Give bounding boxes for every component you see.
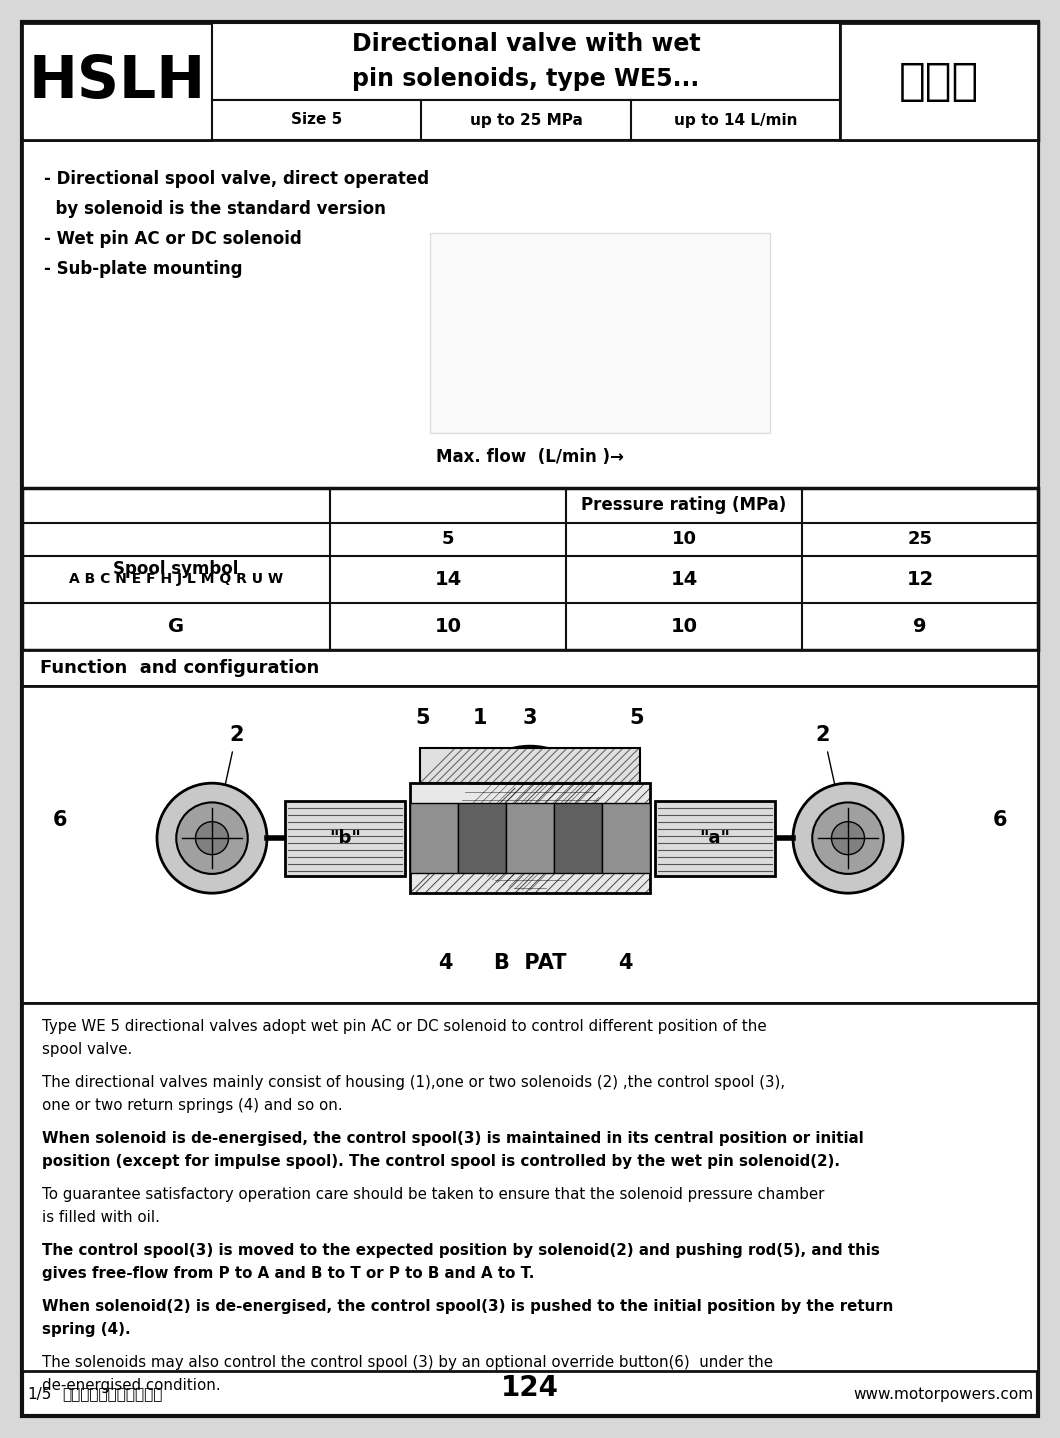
Bar [22, 23, 1038, 139]
Text: "b": "b" [329, 830, 361, 847]
Bar [410, 804, 458, 873]
Text: To guarantee satisfactory operation care should be taken to ensure that the sole: To guarantee satisfactory operation care… [42, 1186, 825, 1202]
Text: 9: 9 [914, 617, 926, 636]
Text: Pressure rating (MPa): Pressure rating (MPa) [581, 496, 787, 515]
Text: 2: 2 [230, 725, 244, 745]
Text: Function  and configuration: Function and configuration [40, 659, 319, 677]
Text: 14: 14 [670, 569, 697, 590]
Circle shape [831, 821, 865, 854]
Text: When solenoid(2) is de-energised, the control spool(3) is pushed to the initial : When solenoid(2) is de-energised, the co… [42, 1299, 894, 1314]
Text: Directional valve with wet
pin solenoids, type WE5...: Directional valve with wet pin solenoids… [352, 32, 701, 91]
Circle shape [195, 821, 229, 854]
Circle shape [793, 784, 903, 893]
Text: The solenoids may also control the control spool (3) by an optional override but: The solenoids may also control the contr… [42, 1355, 773, 1370]
Text: Max. flow  (L/min )→: Max. flow (L/min )→ [436, 449, 624, 466]
Bar [285, 801, 405, 876]
Text: 1/5: 1/5 [26, 1388, 51, 1402]
Bar [212, 101, 840, 139]
Text: 6: 6 [53, 810, 67, 830]
Bar [22, 487, 1038, 650]
Text: gives free-flow from P to A and B to T or P to B and A to T.: gives free-flow from P to A and B to T o… [42, 1265, 534, 1281]
Bar [410, 784, 650, 893]
Text: up to 25 MPa: up to 25 MPa [470, 112, 582, 128]
Bar [602, 804, 650, 873]
Bar [554, 804, 602, 873]
Circle shape [176, 802, 248, 874]
Bar [22, 139, 1038, 487]
Text: spring (4).: spring (4). [42, 1322, 130, 1337]
Text: 10: 10 [435, 617, 461, 636]
Text: 124: 124 [501, 1373, 559, 1402]
Text: 5: 5 [442, 531, 455, 548]
Text: 12: 12 [906, 569, 934, 590]
Text: 5: 5 [416, 707, 430, 728]
Text: by solenoid is the standard version: by solenoid is the standard version [45, 200, 386, 219]
Bar [655, 801, 775, 876]
Text: up to 14 L/min: up to 14 L/min [673, 112, 797, 128]
Bar [430, 233, 770, 433]
Text: - Wet pin AC or DC solenoid: - Wet pin AC or DC solenoid [45, 230, 302, 247]
Circle shape [458, 746, 602, 890]
Text: B  PAT: B PAT [494, 953, 566, 974]
Text: position (except for impulse spool). The control spool is controlled by the wet : position (except for impulse spool). The… [42, 1155, 840, 1169]
Circle shape [812, 802, 884, 874]
Text: HSLH: HSLH [29, 53, 206, 109]
Bar [840, 23, 1038, 139]
Text: 14: 14 [435, 569, 461, 590]
Text: spool valve.: spool valve. [42, 1043, 132, 1057]
Text: is filled with oil.: is filled with oil. [42, 1209, 160, 1225]
Text: 5: 5 [630, 707, 644, 728]
Text: The control spool(3) is moved to the expected position by solenoid(2) and pushin: The control spool(3) is moved to the exp… [42, 1242, 880, 1258]
Text: 6: 6 [993, 810, 1007, 830]
Bar [22, 1002, 1038, 1370]
Bar [420, 748, 640, 784]
Text: - Sub-plate mounting: - Sub-plate mounting [45, 260, 243, 278]
Text: 4: 4 [618, 953, 632, 974]
Text: - Directional spool valve, direct operated: - Directional spool valve, direct operat… [45, 170, 429, 188]
Text: de-energised condition.: de-energised condition. [42, 1378, 220, 1393]
Bar [506, 804, 554, 873]
Text: 25: 25 [907, 531, 933, 548]
Text: 宁波海士乐液压有限公司: 宁波海士乐液压有限公司 [61, 1388, 162, 1402]
Text: A B C N E F H J L M Q R U W: A B C N E F H J L M Q R U W [69, 572, 283, 587]
Text: 海士乐: 海士乐 [899, 60, 979, 104]
Text: G: G [167, 617, 184, 636]
Bar [22, 686, 1038, 1002]
Text: 10: 10 [671, 531, 696, 548]
Text: 10: 10 [671, 617, 697, 636]
Bar [22, 23, 212, 139]
Text: 2: 2 [816, 725, 830, 745]
Text: 4: 4 [438, 953, 453, 974]
Text: Spool symbol: Spool symbol [113, 559, 238, 578]
Text: Size 5: Size 5 [292, 112, 342, 128]
Text: The directional valves mainly consist of housing (1),one or two solenoids (2) ,t: The directional valves mainly consist of… [42, 1076, 785, 1090]
Text: www.motorpowers.com: www.motorpowers.com [853, 1388, 1034, 1402]
Bar [458, 804, 506, 873]
Text: 3: 3 [523, 707, 537, 728]
Bar [212, 23, 840, 101]
Text: 1: 1 [473, 707, 488, 728]
Text: "a": "a" [700, 830, 730, 847]
Circle shape [157, 784, 267, 893]
Text: When solenoid is de-energised, the control spool(3) is maintained in its central: When solenoid is de-energised, the contr… [42, 1132, 864, 1146]
Bar [22, 650, 1038, 686]
Text: one or two return springs (4) and so on.: one or two return springs (4) and so on. [42, 1099, 342, 1113]
Text: Type WE 5 directional valves adopt wet pin AC or DC solenoid to control differen: Type WE 5 directional valves adopt wet p… [42, 1020, 766, 1034]
